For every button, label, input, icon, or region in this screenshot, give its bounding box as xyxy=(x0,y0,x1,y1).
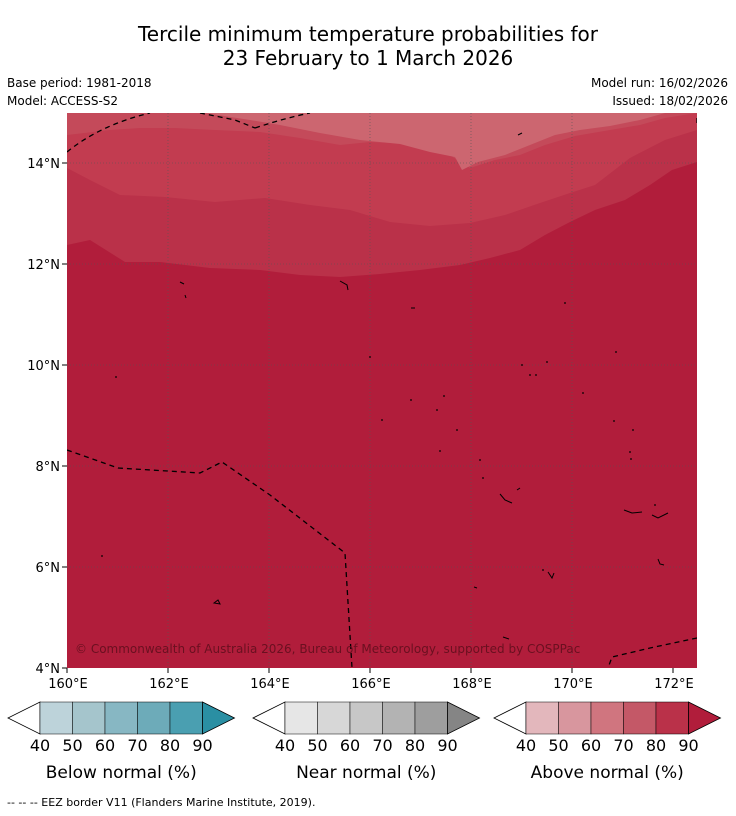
colorbar-tick-label: 70 xyxy=(372,736,392,755)
y-tick-labels: 14°N 12°N 10°N 8°N 6°N 4°N xyxy=(27,157,60,677)
y-tick-label: 10°N xyxy=(27,359,60,374)
colorbar-segment xyxy=(170,702,203,734)
colorbar-segment xyxy=(40,702,73,734)
colorbar-under-extend xyxy=(253,702,285,734)
y-tick-label: 4°N xyxy=(36,662,61,677)
colorbar-segment xyxy=(138,702,171,734)
above-normal-colorbar: 40 50 60 70 80 90 Above normal (%) xyxy=(494,702,721,783)
colorbar-segment xyxy=(318,702,351,734)
colorbar-tick-label: 50 xyxy=(62,736,82,755)
colorbar-tick-label: 50 xyxy=(307,736,327,755)
y-tick-label: 8°N xyxy=(36,460,61,475)
probability-field: © Commonwealth of Australia 2026, Bureau… xyxy=(67,113,697,668)
colorbar-segment xyxy=(559,702,592,734)
below-normal-colorbar: 40 50 60 70 80 90 Below normal (%) xyxy=(8,702,235,783)
colorbar-legends: 40 50 60 70 80 90 Below normal (%) 40 50 60 70 80 90… xyxy=(8,702,721,783)
colorbar-tick-label: 40 xyxy=(516,736,536,755)
x-tick-label: 164°E xyxy=(250,677,290,692)
colorbar-tick-label: 70 xyxy=(127,736,147,755)
colorbar-tick-label: 40 xyxy=(30,736,50,755)
colorbar-tick-label: 90 xyxy=(192,736,212,755)
below-normal-label: Below normal (%) xyxy=(46,763,197,783)
x-tick-label: 160°E xyxy=(48,677,88,692)
colorbar-under-extend xyxy=(8,702,40,734)
colorbar-segment xyxy=(624,702,657,734)
colorbar-segment xyxy=(105,702,138,734)
colorbar-tick-label: 90 xyxy=(678,736,698,755)
y-tick-label: 6°N xyxy=(36,561,61,576)
colorbar-segment xyxy=(415,702,448,734)
colorbar-tick-label: 60 xyxy=(581,736,601,755)
colorbar-segment xyxy=(656,702,689,734)
colorbar-tick-label: 60 xyxy=(340,736,360,755)
colorbar-tick-label: 70 xyxy=(613,736,633,755)
x-tick-label: 172°E xyxy=(654,677,694,692)
colorbar-segment xyxy=(526,702,559,734)
colorbar-tick-label: 50 xyxy=(548,736,568,755)
near-normal-label: Near normal (%) xyxy=(296,763,436,783)
colorbar-tick-label: 60 xyxy=(95,736,115,755)
x-tick-labels: 160°E 162°E 164°E 166°E 168°E 170°E 172°… xyxy=(48,677,694,692)
eez-footnote: -- -- -- EEZ border V11 (Flanders Marine… xyxy=(7,796,315,809)
colorbar-over-extend xyxy=(689,702,721,734)
colorbar-segment xyxy=(383,702,416,734)
copyright-notice: © Commonwealth of Australia 2026, Bureau… xyxy=(75,642,580,656)
colorbar-segment xyxy=(591,702,624,734)
colorbar-over-extend xyxy=(203,702,235,734)
colorbar-segment xyxy=(285,702,318,734)
colorbar-tick-label: 80 xyxy=(646,736,666,755)
above-normal-label: Above normal (%) xyxy=(531,763,684,783)
colorbar-tick-label: 80 xyxy=(160,736,180,755)
x-tick-label: 166°E xyxy=(351,677,391,692)
colorbar-tick-label: 80 xyxy=(405,736,425,755)
x-tick-label: 170°E xyxy=(553,677,593,692)
colorbar-tick-label: 40 xyxy=(275,736,295,755)
colorbar-over-extend xyxy=(448,702,480,734)
colorbar-under-extend xyxy=(494,702,526,734)
x-tick-label: 168°E xyxy=(452,677,492,692)
colorbar-tick-label: 90 xyxy=(437,736,457,755)
y-tick-label: 14°N xyxy=(27,157,60,172)
map-figure: © Commonwealth of Australia 2026, Bureau… xyxy=(0,0,736,816)
y-tick-label: 12°N xyxy=(27,258,60,273)
colorbar-segment xyxy=(350,702,383,734)
x-tick-label: 162°E xyxy=(149,677,189,692)
colorbar-segment xyxy=(73,702,106,734)
